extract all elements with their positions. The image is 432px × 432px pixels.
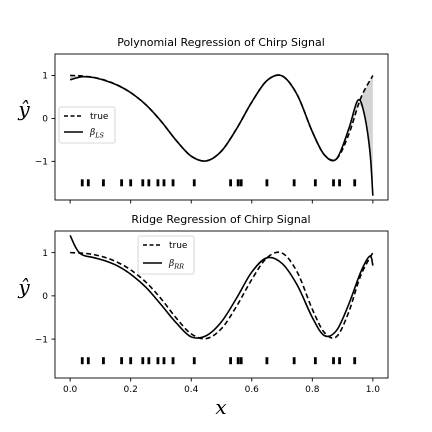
- sample-point-marker: [338, 357, 341, 365]
- y-axis-label: ŷ: [17, 97, 30, 121]
- sample-point-marker: [236, 357, 240, 365]
- sample-point-marker: [86, 357, 90, 365]
- sample-point-marker: [141, 179, 145, 187]
- y-tick-label: 0: [42, 115, 48, 125]
- sample-point-marker: [162, 357, 166, 365]
- legend-true-label: true: [169, 241, 188, 251]
- sample-point-marker: [239, 179, 243, 187]
- x-tick-label: 0.0: [63, 385, 78, 395]
- sample-point-marker: [147, 179, 151, 187]
- shaded-error-region: [342, 75, 373, 196]
- x-tick-label: 0.6: [245, 385, 260, 395]
- panel-title: Ridge Regression of Chirp Signal: [131, 213, 310, 226]
- sample-point-marker: [102, 357, 105, 365]
- sample-points-layer: [80, 357, 357, 365]
- polynomial-panel: Polynomial Regression of Chirp Signal ŷ …: [17, 36, 389, 204]
- legend-fit-label: βLS: [89, 128, 105, 140]
- sample-points-layer: [80, 179, 357, 187]
- x-axis-label: x: [215, 395, 226, 419]
- sample-point-marker: [229, 179, 232, 187]
- y-axis-label: ŷ: [17, 275, 30, 299]
- fitted-line: [69, 74, 374, 196]
- sample-point-marker: [102, 179, 105, 187]
- axes-layer: 1 0 −1: [35, 53, 389, 204]
- sample-point-marker: [292, 179, 296, 187]
- sample-point-marker: [353, 357, 357, 365]
- panel-title: Polynomial Regression of Chirp Signal: [117, 36, 325, 49]
- sample-point-marker: [129, 357, 133, 365]
- x-tick-label: 0.8: [305, 385, 320, 395]
- sample-point-marker: [338, 179, 341, 187]
- series-layer: [69, 234, 374, 340]
- sample-point-marker: [332, 179, 335, 187]
- sample-point-marker: [156, 357, 160, 365]
- sample-point-marker: [192, 357, 196, 365]
- sample-point-marker: [292, 357, 296, 365]
- axes-frame: [54, 53, 389, 201]
- sample-point-marker: [120, 357, 123, 365]
- sample-point-marker: [162, 179, 166, 187]
- sample-point-marker: [229, 357, 232, 365]
- y-tick-label: −1: [35, 158, 48, 168]
- ridge-panel: Ridge Regression of Chirp Signal ŷ 1 0 −1 0…: [17, 213, 389, 419]
- sample-point-marker: [171, 179, 175, 187]
- sample-point-marker: [265, 357, 269, 365]
- sample-point-marker: [120, 179, 123, 187]
- sample-point-marker: [239, 357, 243, 365]
- sample-point-marker: [313, 357, 317, 365]
- sample-point-marker: [80, 179, 84, 187]
- x-tick-label: 1.0: [366, 385, 381, 395]
- legend-fit-label: βRR: [168, 259, 184, 271]
- sample-point-marker: [236, 179, 240, 187]
- sample-point-marker: [353, 179, 357, 187]
- sample-point-marker: [156, 179, 160, 187]
- y-tick-label: 1: [42, 249, 48, 259]
- sample-point-marker: [129, 179, 133, 187]
- sample-point-marker: [313, 179, 317, 187]
- fitted-line: [69, 234, 374, 339]
- y-tick-label: 1: [42, 72, 48, 82]
- sample-point-marker: [332, 357, 335, 365]
- series-layer: [69, 74, 374, 196]
- legend: true βRR: [137, 235, 195, 275]
- legend-true-label: true: [90, 112, 109, 122]
- sample-point-marker: [141, 357, 145, 365]
- sample-point-marker: [80, 357, 84, 365]
- axes-frame: [54, 230, 389, 379]
- x-tick-label: 0.4: [184, 385, 199, 395]
- legend: true βLS: [58, 106, 116, 144]
- sample-point-marker: [265, 179, 269, 187]
- y-tick-label: −1: [35, 335, 48, 345]
- sample-point-marker: [86, 179, 90, 187]
- sample-point-marker: [192, 179, 196, 187]
- sample-point-marker: [171, 357, 175, 365]
- y-tick-label: 0: [42, 292, 48, 302]
- sample-point-marker: [147, 357, 151, 365]
- axes-layer: 1 0 −1 0.0 0.2 0.4 0.6 0.8 1.0: [35, 230, 389, 395]
- x-tick-label: 0.2: [124, 385, 138, 395]
